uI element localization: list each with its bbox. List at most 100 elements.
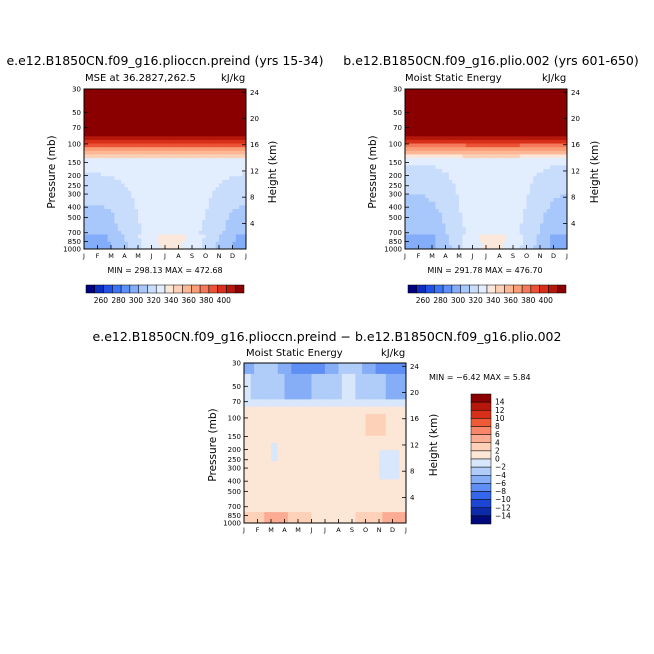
panel2-cell [496, 136, 500, 141]
panel1-cell [181, 209, 186, 214]
panel1-cell [94, 176, 98, 181]
panel2-cell [445, 143, 450, 148]
panel1-cell [168, 103, 173, 108]
panel1-cell [127, 107, 132, 112]
panel3-cell [274, 450, 279, 455]
panel2-cell [556, 147, 561, 152]
panel1-cell [100, 201, 105, 206]
panel1-cell [192, 136, 196, 141]
pressure-tick-label: 700 [389, 229, 402, 237]
panel3-cell [260, 435, 265, 440]
panel2-cell [523, 169, 527, 174]
panel1-cell [151, 241, 156, 246]
panel2-cell [529, 212, 534, 217]
panel1-cell [171, 198, 176, 203]
panel2-cell [459, 223, 463, 228]
panel1-cell [97, 245, 102, 250]
panel2-cell [499, 125, 504, 130]
panel2-cell [563, 89, 568, 94]
panel2-cell [445, 139, 450, 144]
panel2-cell [415, 219, 419, 224]
panel1-cell [205, 154, 210, 159]
panel2-cell [546, 107, 551, 112]
panel3-cell [277, 450, 282, 455]
panel1-cell [90, 161, 95, 166]
panel2-cell [465, 103, 470, 108]
panel3-cell [271, 475, 275, 480]
panel2-cell [448, 176, 453, 181]
panel2-cell [438, 147, 443, 152]
panel2-cell [452, 132, 457, 137]
panel2-cell [425, 201, 430, 206]
panel1-cell [222, 136, 227, 141]
panel2-cell [462, 209, 467, 214]
panel2-cell [502, 150, 507, 155]
panel3-cell [274, 501, 279, 506]
panel3-cell [274, 486, 279, 491]
panel1-cell [205, 136, 210, 141]
panel2-cell [502, 161, 507, 166]
panel1-cell [87, 234, 92, 239]
panel2-cell [475, 198, 480, 203]
panel1-cell [107, 205, 112, 210]
panel1-cell [154, 234, 159, 239]
panel3-cell [271, 461, 275, 466]
panel1-cell [202, 238, 206, 243]
panel1-cell [131, 139, 136, 144]
panel2-cell [509, 172, 514, 177]
panel2-cell [462, 190, 467, 195]
panel2-cell [408, 89, 413, 94]
panel1-cell [235, 179, 240, 184]
panel3-cell [260, 439, 265, 444]
panel2-cell [556, 234, 561, 239]
panel3-cell [250, 486, 255, 491]
panel1-cell [90, 183, 95, 188]
panel1-cell [202, 158, 206, 163]
panel1-cell [222, 216, 227, 221]
panel2-cell [479, 143, 484, 148]
panel1-cell [205, 238, 210, 243]
panel2-cell [445, 121, 450, 126]
panel1-cell [212, 96, 217, 101]
panel1-cell [141, 158, 146, 163]
panel1-cell [161, 227, 166, 232]
panel2-cell [553, 169, 558, 174]
panel1-cell [202, 172, 206, 177]
panel1-cell [87, 118, 92, 123]
panel3-cell [267, 406, 272, 411]
panel1-cell [219, 234, 223, 239]
panel1-cell [192, 114, 196, 119]
panel1-cell [235, 107, 240, 112]
panel1-cell [242, 241, 247, 246]
panel1-cell [141, 212, 146, 217]
panel1-cell [127, 219, 132, 224]
panel2-cell [513, 154, 517, 159]
panel2-cell [459, 205, 463, 210]
panel3-cell [247, 424, 252, 429]
panel1-cell [134, 223, 139, 228]
panel2-cell [438, 238, 443, 243]
panel1-cell [104, 212, 109, 217]
panel3-cell [274, 363, 279, 368]
panel2-cell [421, 172, 426, 177]
panel2-cell [523, 179, 527, 184]
panel1-cell [171, 194, 176, 199]
panel1-cell [151, 150, 156, 155]
panel2-cell [459, 99, 463, 104]
panel3-cell [254, 457, 258, 462]
panel1-cell [242, 92, 247, 97]
panel2-cell [418, 110, 423, 115]
panel3-cell [274, 432, 279, 437]
panel2-cell [455, 103, 460, 108]
panel3-cell [260, 432, 265, 437]
panel1-cell [144, 125, 149, 130]
panel1-cell [124, 161, 129, 166]
panel2-cell [536, 143, 541, 148]
panel2-cell [415, 150, 419, 155]
panel2-cell [556, 219, 561, 224]
panel2-cell [408, 96, 413, 101]
panel2-cell [465, 187, 470, 192]
panel1-cell [121, 183, 125, 188]
panel2-cell [442, 150, 446, 155]
panel1-cell [235, 161, 240, 166]
